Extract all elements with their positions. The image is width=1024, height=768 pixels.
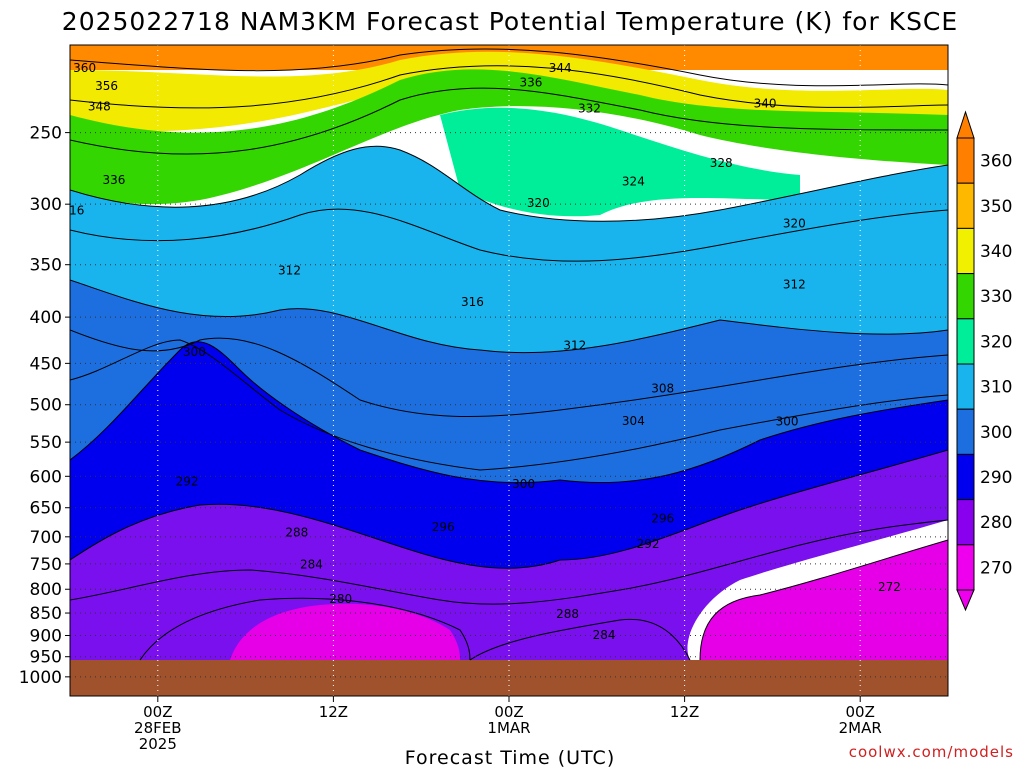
- y-tick-label: 400: [30, 308, 62, 328]
- field-magenta-left: [230, 603, 460, 660]
- x-tick-label: 28FEB: [134, 719, 181, 737]
- x-tick-label: 2MAR: [839, 719, 882, 737]
- contour-label: 292: [176, 475, 199, 489]
- contour-label: 292: [637, 537, 660, 551]
- contour-label: 300: [776, 415, 799, 429]
- colorbar-segment: [956, 182, 975, 229]
- contour-label: 288: [556, 607, 579, 621]
- y-tick-label: 700: [30, 528, 62, 548]
- field-purple: [70, 450, 948, 660]
- colorbar-bottom-arrow: [956, 589, 975, 612]
- contour-label: 284: [593, 628, 616, 642]
- colorbar-label: 340: [980, 242, 1012, 262]
- x-tick-label: 00Z: [494, 703, 523, 721]
- colorbar-label: 350: [980, 197, 1012, 217]
- contour-label: 312: [563, 339, 586, 353]
- y-tick-label: 1000: [19, 668, 62, 688]
- colorbar-segment: [956, 318, 975, 365]
- y-tick-label: 600: [30, 467, 62, 487]
- colorbar-segment: [956, 408, 975, 455]
- contour-label: 344: [549, 61, 572, 75]
- colorbar-label: 360: [980, 152, 1012, 172]
- y-tick-label: 850: [30, 604, 62, 624]
- y-axis: 2503003504004505005506006507007508008509…: [19, 124, 70, 688]
- y-tick-label: 950: [30, 648, 62, 668]
- x-tick-label: 00Z: [143, 703, 172, 721]
- colorbar-segment: [956, 499, 975, 546]
- colorbar-top-arrow: [956, 110, 975, 139]
- x-tick-label: 1MAR: [487, 719, 530, 737]
- y-tick-label: 750: [30, 555, 62, 575]
- y-tick-label: 350: [30, 256, 62, 276]
- x-axis-label: Forecast Time (UTC): [405, 747, 615, 768]
- contour-label: 300: [512, 477, 535, 491]
- contour-label: 288: [285, 525, 308, 539]
- contour-label: 336: [519, 75, 542, 89]
- contour-label: 324: [622, 174, 645, 188]
- contour-label: 336: [102, 173, 125, 187]
- y-tick-label: 250: [30, 124, 62, 144]
- contour-label: 316: [461, 295, 484, 309]
- contour-label: 328: [710, 156, 733, 170]
- contour-label: 320: [783, 216, 806, 230]
- x-tick-label: 12Z: [319, 703, 348, 721]
- colorbar-segment: [956, 137, 975, 184]
- credit-text: coolwx.com/models: [849, 743, 1014, 761]
- field-mid-blue: [70, 280, 948, 483]
- contour-label: 308: [651, 382, 674, 396]
- contour-label: 300: [183, 345, 206, 359]
- contour-labels: 360 356 348 336 316 344 336 332 340 328 324 320 320 3…: [61, 61, 901, 642]
- field-magenta-right: [700, 540, 948, 660]
- contour-label: 296: [432, 520, 455, 534]
- contour-label: 316: [61, 204, 84, 218]
- colorbar-label: 320: [980, 332, 1012, 352]
- contour-label: 360: [73, 61, 96, 75]
- field-green: [70, 69, 948, 205]
- contour-label: 304: [622, 414, 645, 428]
- y-tick-label: 300: [30, 195, 62, 215]
- x-tick-label: 00Z: [846, 703, 875, 721]
- colorbar-label: 280: [980, 513, 1012, 533]
- contour-label: 332: [578, 101, 601, 115]
- colorbar-label: 290: [980, 468, 1012, 488]
- y-tick-label: 550: [30, 433, 62, 453]
- field-cyan-green: [440, 107, 800, 217]
- field-deep-blue: [70, 341, 948, 569]
- y-tick-label: 900: [30, 626, 62, 646]
- colorbar-segment: [956, 453, 975, 501]
- colorbar-label: 330: [980, 287, 1012, 307]
- plot-area: 360 356 348 336 316 344 336 332 340 328 324 320 320 3…: [61, 45, 948, 696]
- contour-label: 348: [88, 100, 111, 114]
- colorbar-label: 300: [980, 423, 1012, 443]
- contour-label: 284: [300, 557, 323, 571]
- colorbar-segment: [956, 544, 975, 591]
- colorbar-segment: [956, 363, 975, 410]
- contour-label: 320: [527, 196, 550, 210]
- contour-label: 356: [95, 79, 118, 93]
- x-tick-label: 2025: [139, 735, 177, 753]
- colorbar-label: 270: [980, 558, 1012, 578]
- y-tick-label: 800: [30, 580, 62, 600]
- y-tick-label: 500: [30, 396, 62, 416]
- colorbar-segment: [956, 273, 975, 320]
- chart-title: 2025022718 NAM3KM Forecast Potential Tem…: [62, 7, 958, 36]
- contour-label: 280: [329, 592, 352, 606]
- colorbar-segment: [956, 227, 975, 275]
- contour-lines: [70, 48, 948, 661]
- field-light-blue: [70, 146, 948, 353]
- colorbar: 360 350 340 330 320 310 300 290 280 270: [956, 110, 1012, 612]
- y-tick-label: 450: [30, 354, 62, 374]
- x-tick-label: 12Z: [670, 703, 699, 721]
- contour-label: 312: [278, 263, 301, 277]
- contour-label: 296: [651, 511, 674, 525]
- y-tick-label: 650: [30, 499, 62, 519]
- colorbar-label: 310: [980, 378, 1012, 398]
- contour-label: 340: [754, 96, 777, 110]
- contour-label: 312: [783, 277, 806, 291]
- contour-label: 272: [878, 580, 901, 594]
- grid-lines: [70, 45, 948, 696]
